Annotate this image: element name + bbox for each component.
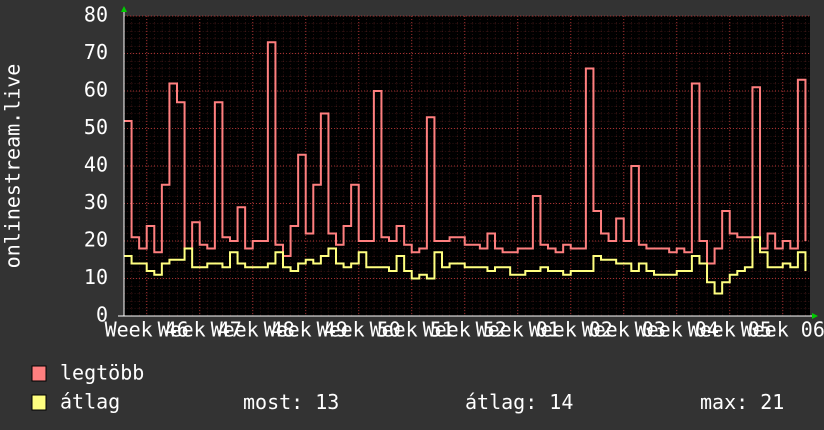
y-tick-label: 20 [84,228,108,252]
legend-swatch [31,394,47,411]
stat-value: 14 [549,390,573,414]
x-tick-label: Week 50 [317,318,401,342]
x-tick-label: Week 03 [582,318,666,342]
y-tick-label: 60 [84,78,108,102]
x-tick-label: Week 04 [635,318,719,342]
y-tick-label: 10 [84,265,108,289]
x-tick-label: Week 02 [529,318,613,342]
y-tick-label: 30 [84,190,108,214]
stat-value: 13 [315,390,339,414]
stat-label: most: [243,390,303,414]
stat-label: átlag: [465,390,537,414]
series-line [124,236,807,295]
y-tick-label: 80 [84,3,108,27]
y-tick-label: 40 [84,153,108,177]
legend-label: átlag [60,390,120,414]
x-tick-label: Week 47 [158,318,242,342]
stat: most: 13 [243,390,339,414]
y-tick-label: 50 [84,115,108,139]
y-tick-label: 70 [84,40,108,64]
x-tick-label: Week 48 [211,318,295,342]
x-tick-label: Week 49 [264,318,348,342]
x-tick-label: Week 52 [423,318,507,342]
stat: max: 21 [700,390,784,414]
stat: átlag: 14 [465,390,573,414]
series-line [124,41,807,265]
stat-label: max: [700,390,748,414]
axis-arrow [812,313,818,319]
x-tick-label: Week 46 [105,318,189,342]
stat-value: 21 [760,390,784,414]
axis-arrow [121,6,127,12]
y-tick-label: 0 [96,303,108,327]
legend-label: legtöbb [60,361,144,385]
y-axis-label: onlinestream.live [1,64,25,269]
legend-swatch [31,365,47,382]
x-tick-label: Week 05 [688,318,772,342]
x-tick-label: Week 06 [741,318,824,342]
x-tick-label: Week 51 [370,318,454,342]
x-tick-label: Week 01 [476,318,560,342]
